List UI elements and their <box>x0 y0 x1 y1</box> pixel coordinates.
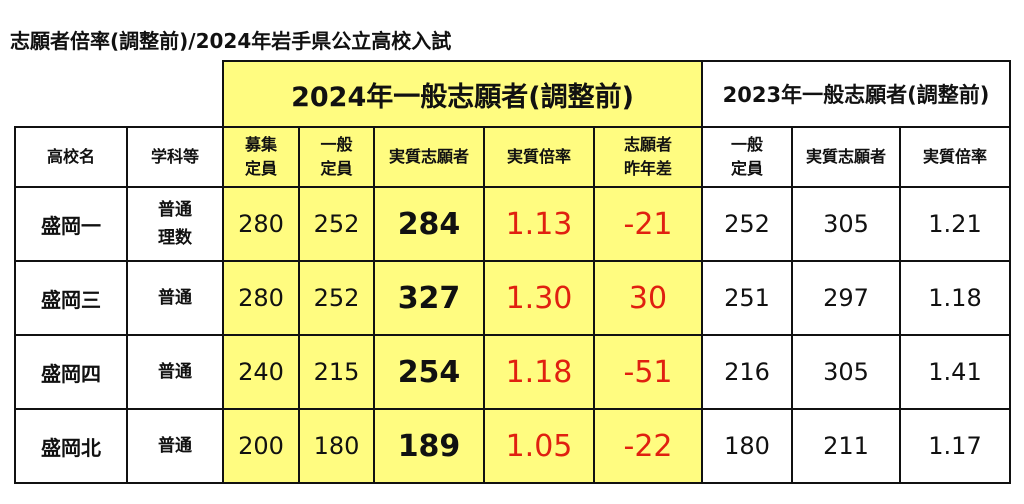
table-row: 盛岡一 普通 理数 280 252 284 1.13 -21 252 305 1… <box>14 186 1011 262</box>
cell-dept: 普通 <box>126 260 224 336</box>
cell-ratio-2023: 1.17 <box>899 408 1011 484</box>
col-header-diff-line1: 志願者 <box>623 135 672 154</box>
col-header-recruit-line2: 定員 <box>244 159 277 178</box>
cell-ratio: 1.18 <box>483 334 595 410</box>
cell-diff: -51 <box>593 334 703 410</box>
applicant-ratio-table: 2024年一般志願者(調整前) 2023年一般志願者(調整前) 高校名 学科等 … <box>14 60 1011 484</box>
cell-applicants: 284 <box>373 186 485 262</box>
cell-recruit: 280 <box>222 260 300 336</box>
cell-applicants: 254 <box>373 334 485 410</box>
cell-school: 盛岡三 <box>14 260 128 336</box>
page-title: 志願者倍率(調整前)/2024年岩手県公立高校入試 <box>10 29 452 53</box>
cell-applicants: 327 <box>373 260 485 336</box>
cell-diff: -21 <box>593 186 703 262</box>
header-blank-cell <box>15 61 224 128</box>
cell-diff: 30 <box>593 260 703 336</box>
col-header-dept: 学科等 <box>126 126 224 188</box>
col-header-general: 一般 定員 <box>298 126 375 188</box>
cell-general-2023: 251 <box>701 260 793 336</box>
cell-ratio: 1.30 <box>483 260 595 336</box>
cell-diff: -22 <box>593 408 703 484</box>
cell-recruit: 240 <box>222 334 300 410</box>
cell-applicants-2023: 305 <box>791 334 901 410</box>
cell-dept-line1: 普通 <box>158 200 192 220</box>
col-header-recruit-line1: 募集 <box>244 135 277 154</box>
col-header-applicants-2023: 実質志願者 <box>791 126 901 188</box>
col-header-general-2023-line1: 一般 <box>730 135 763 154</box>
cell-general: 252 <box>298 186 375 262</box>
cell-ratio-2023: 1.41 <box>899 334 1011 410</box>
cell-applicants-2023: 305 <box>791 186 901 262</box>
cell-recruit: 280 <box>222 186 300 262</box>
cell-recruit: 200 <box>222 408 300 484</box>
cell-general-2023: 252 <box>701 186 793 262</box>
col-header-diff: 志願者 昨年差 <box>593 126 703 188</box>
table-row: 盛岡四 普通 240 215 254 1.18 -51 216 305 1.41 <box>14 334 1011 410</box>
col-header-recruit: 募集 定員 <box>222 126 300 188</box>
col-header-general-line1: 一般 <box>320 135 353 154</box>
cell-ratio-2023: 1.21 <box>899 186 1011 262</box>
cell-general-2023: 180 <box>701 408 793 484</box>
col-header-general-2023-line2: 定員 <box>730 159 763 178</box>
cell-applicants-2023: 297 <box>791 260 901 336</box>
cell-dept-line2: 理数 <box>158 228 192 248</box>
cell-school: 盛岡一 <box>14 186 128 262</box>
col-header-general-2023: 一般 定員 <box>701 126 793 188</box>
table-row: 盛岡三 普通 280 252 327 1.30 30 251 297 1.18 <box>14 260 1011 336</box>
cell-general: 180 <box>298 408 375 484</box>
col-header-school: 高校名 <box>14 126 128 188</box>
col-header-ratio: 実質倍率 <box>483 126 595 188</box>
cell-applicants-2023: 211 <box>791 408 901 484</box>
cell-applicants: 189 <box>373 408 485 484</box>
cell-general: 215 <box>298 334 375 410</box>
cell-general-2023: 216 <box>701 334 793 410</box>
col-header-ratio-2023: 実質倍率 <box>899 126 1011 188</box>
cell-ratio: 1.05 <box>483 408 595 484</box>
cell-dept: 普通 理数 <box>126 186 224 262</box>
cell-dept: 普通 <box>126 408 224 484</box>
cell-school: 盛岡北 <box>14 408 128 484</box>
cell-ratio-2023: 1.18 <box>899 260 1011 336</box>
cell-general: 252 <box>298 260 375 336</box>
header-2024-group: 2024年一般志願者(調整前) <box>222 60 703 128</box>
header-2023-group: 2023年一般志願者(調整前) <box>701 60 1011 128</box>
cell-school: 盛岡四 <box>14 334 128 410</box>
table-row: 盛岡北 普通 200 180 189 1.05 -22 180 211 1.17 <box>14 408 1011 484</box>
col-header-diff-line2: 昨年差 <box>623 159 672 178</box>
cell-ratio: 1.13 <box>483 186 595 262</box>
col-header-general-line2: 定員 <box>320 159 353 178</box>
col-header-applicants: 実質志願者 <box>373 126 485 188</box>
cell-dept: 普通 <box>126 334 224 410</box>
